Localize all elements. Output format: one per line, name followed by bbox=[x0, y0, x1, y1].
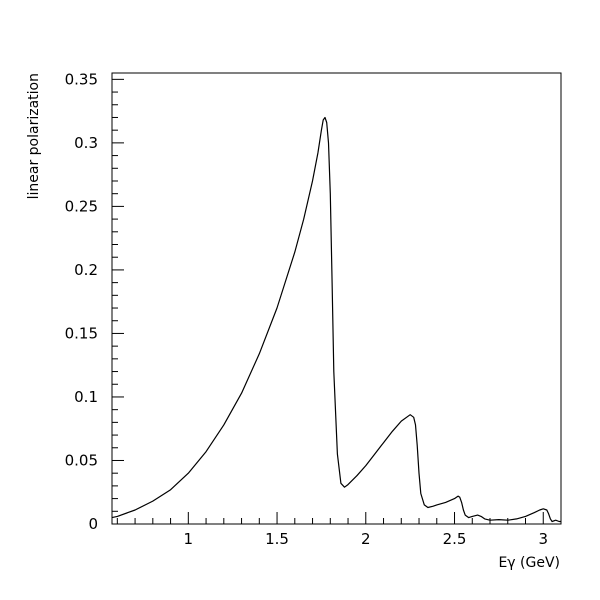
x-tick-label: 3 bbox=[538, 530, 548, 548]
y-tick-label: 0.35 bbox=[65, 70, 98, 88]
x-axis-tick-labels: 1 1.5 2 2.5 3 bbox=[184, 530, 548, 548]
y-tick-label: 0.25 bbox=[65, 197, 98, 215]
y-axis-ticks bbox=[112, 78, 124, 525]
y-axis-label: linear polarization bbox=[26, 73, 42, 199]
y-tick-label: 0.3 bbox=[74, 134, 98, 152]
y-tick-label: 0.1 bbox=[74, 388, 98, 406]
x-tick-label: 2 bbox=[361, 530, 371, 548]
y-tick-label: 0.2 bbox=[74, 261, 98, 279]
plot-frame bbox=[111, 72, 562, 525]
x-tick-label: 2.5 bbox=[443, 530, 467, 548]
y-tick-label: 0.05 bbox=[65, 451, 98, 469]
y-tick-label: 0.15 bbox=[65, 324, 98, 342]
y-axis-tick-labels: 0 0.05 0.1 0.15 0.2 0.25 0.3 0.35 bbox=[65, 70, 98, 533]
x-tick-label: 1.5 bbox=[265, 530, 289, 548]
x-tick-label: 1 bbox=[184, 530, 194, 548]
x-axis-ticks bbox=[116, 512, 562, 524]
x-axis-label: Eγ (GeV) bbox=[498, 555, 560, 571]
series-line bbox=[111, 116, 561, 523]
y-tick-label: 0 bbox=[88, 515, 98, 533]
